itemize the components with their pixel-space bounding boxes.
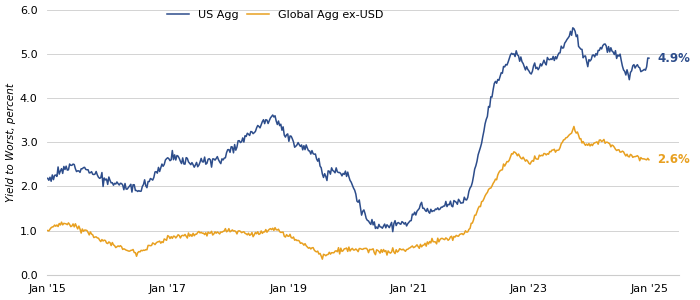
Line: US Agg: US Agg [48,28,649,232]
Y-axis label: Yield to Worst, percent: Yield to Worst, percent [6,82,15,202]
Line: Global Agg ex-USD: Global Agg ex-USD [48,127,649,259]
Text: 4.9%: 4.9% [657,52,690,65]
Legend: US Agg, Global Agg ex-USD: US Agg, Global Agg ex-USD [167,10,384,20]
Text: 2.6%: 2.6% [657,153,690,166]
